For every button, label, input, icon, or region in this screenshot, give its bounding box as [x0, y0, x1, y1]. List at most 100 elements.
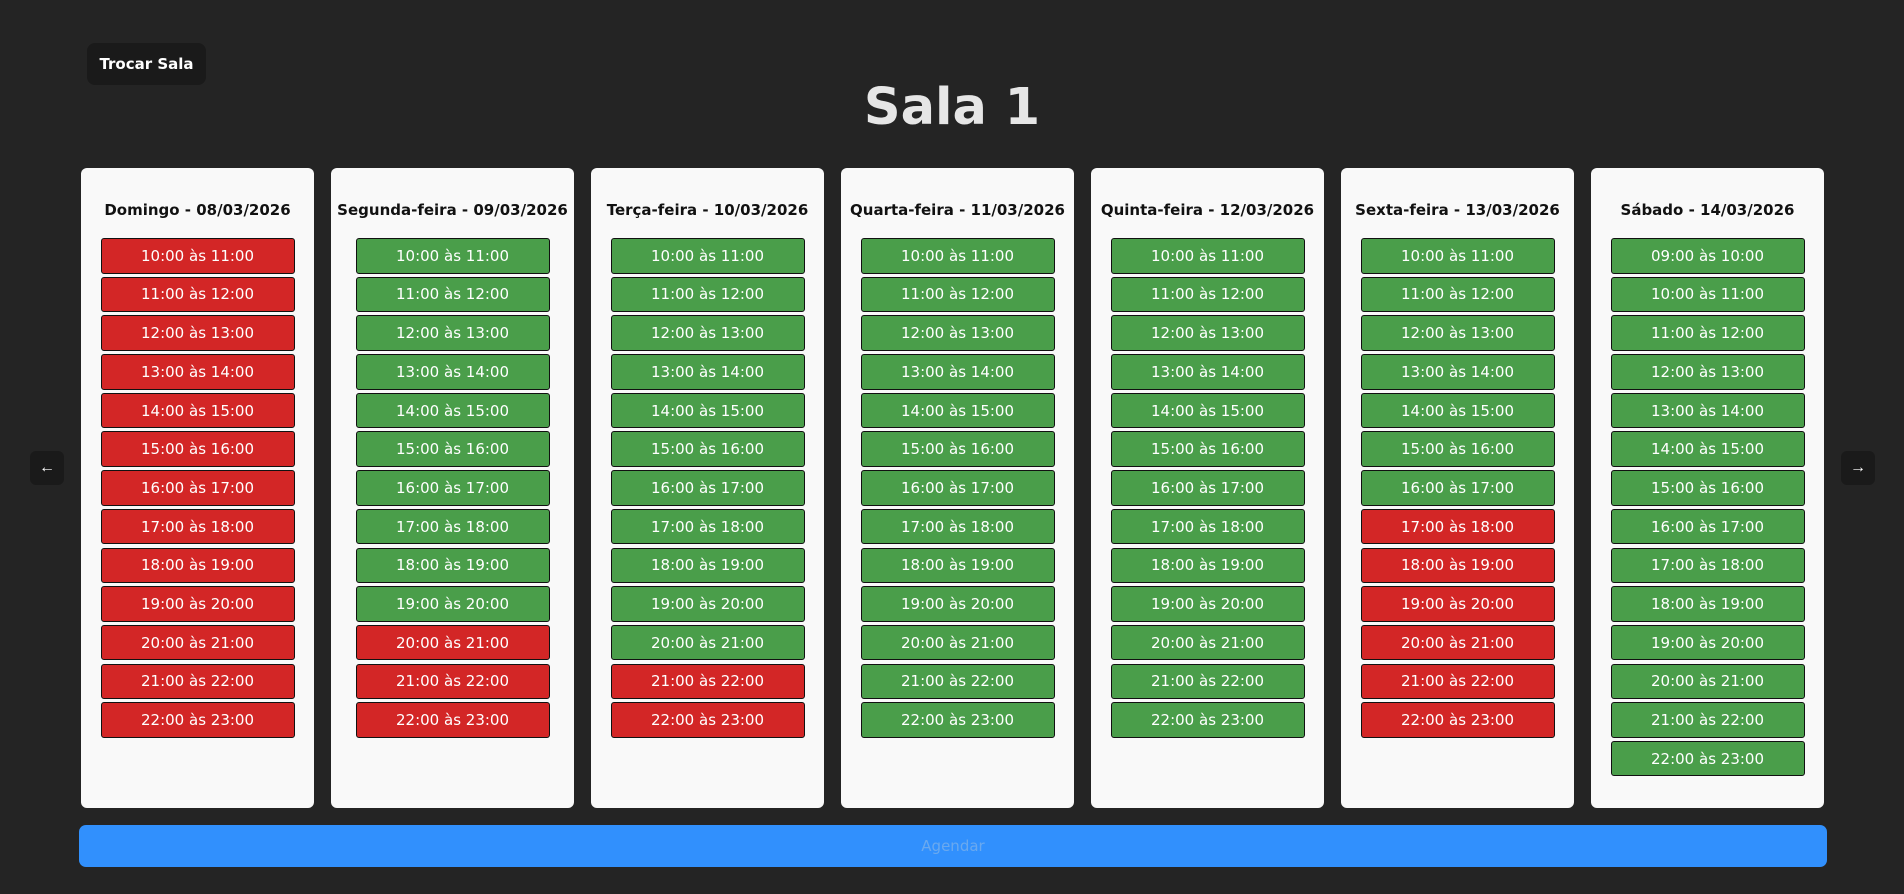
time-slot-free[interactable]: 19:00 às 20:00 [860, 586, 1055, 622]
time-slot-free[interactable]: 21:00 às 22:00 [860, 663, 1055, 700]
time-slot-free[interactable]: 18:00 às 19:00 [1110, 547, 1305, 583]
time-slot-free[interactable]: 17:00 às 18:00 [860, 508, 1055, 545]
time-slot-free[interactable]: 16:00 às 17:00 [355, 470, 550, 506]
time-slot-free[interactable]: 12:00 às 13:00 [610, 315, 805, 351]
time-slot-free[interactable]: 19:00 às 20:00 [1610, 624, 1805, 661]
time-slot-free[interactable]: 17:00 às 18:00 [1110, 508, 1305, 545]
time-slot-free[interactable]: 13:00 às 14:00 [860, 354, 1055, 390]
next-week-button[interactable]: → [1841, 451, 1875, 485]
slot-list: 10:00 às 11:00 11:00 às 12:00 12:00 às 13:… [1091, 238, 1324, 738]
time-slot-free[interactable]: 22:00 às 23:00 [1110, 702, 1305, 738]
time-slot-free[interactable]: 18:00 às 19:00 [1610, 586, 1805, 622]
time-slot-free[interactable]: 19:00 às 20:00 [1110, 586, 1305, 622]
time-slot-busy[interactable]: 12:00 às 13:00 [100, 315, 295, 351]
time-slot-free[interactable]: 21:00 às 22:00 [1610, 702, 1805, 738]
time-slot-free[interactable]: 13:00 às 14:00 [610, 354, 805, 390]
time-slot-free[interactable]: 13:00 às 14:00 [355, 354, 550, 390]
time-slot-busy[interactable]: 20:00 às 21:00 [355, 624, 550, 661]
time-slot-free[interactable]: 21:00 às 22:00 [1110, 663, 1305, 700]
time-slot-free[interactable]: 20:00 às 21:00 [610, 624, 805, 661]
time-slot-busy[interactable]: 17:00 às 18:00 [1360, 508, 1555, 545]
time-slot-busy[interactable]: 18:00 às 19:00 [100, 547, 295, 583]
time-slot-free[interactable]: 12:00 às 13:00 [355, 315, 550, 351]
switch-room-button[interactable]: Trocar Sala [87, 43, 206, 85]
time-slot-free[interactable]: 14:00 às 15:00 [860, 392, 1055, 429]
time-slot-busy[interactable]: 10:00 às 11:00 [100, 238, 295, 274]
time-slot-busy[interactable]: 22:00 às 23:00 [610, 702, 805, 738]
day-card-wednesday: Quarta-feira - 11/03/2026 10:00 às 11:00… [841, 168, 1074, 808]
time-slot-free[interactable]: 22:00 às 23:00 [1610, 740, 1805, 777]
time-slot-busy[interactable]: 22:00 às 23:00 [355, 702, 550, 738]
time-slot-busy[interactable]: 18:00 às 19:00 [1360, 547, 1555, 583]
time-slot-free[interactable]: 16:00 às 17:00 [610, 470, 805, 506]
time-slot-free[interactable]: 20:00 às 21:00 [1110, 624, 1305, 661]
time-slot-free[interactable]: 15:00 às 16:00 [355, 431, 550, 467]
time-slot-free[interactable]: 15:00 às 16:00 [1360, 431, 1555, 467]
time-slot-free[interactable]: 14:00 às 15:00 [355, 392, 550, 429]
time-slot-free[interactable]: 12:00 às 13:00 [860, 315, 1055, 351]
time-slot-busy[interactable]: 21:00 às 22:00 [1360, 663, 1555, 700]
time-slot-free[interactable]: 11:00 às 12:00 [1360, 276, 1555, 313]
time-slot-busy[interactable]: 20:00 às 21:00 [1360, 624, 1555, 661]
time-slot-free[interactable]: 10:00 às 11:00 [355, 238, 550, 274]
time-slot-free[interactable]: 10:00 às 11:00 [1110, 238, 1305, 274]
time-slot-busy[interactable]: 13:00 às 14:00 [100, 354, 295, 390]
previous-week-button[interactable]: ← [30, 451, 64, 485]
time-slot-free[interactable]: 14:00 às 15:00 [1110, 392, 1305, 429]
time-slot-free[interactable]: 12:00 às 13:00 [1110, 315, 1305, 351]
time-slot-free[interactable]: 17:00 às 18:00 [355, 508, 550, 545]
time-slot-free[interactable]: 22:00 às 23:00 [860, 702, 1055, 738]
time-slot-free[interactable]: 14:00 às 15:00 [1360, 392, 1555, 429]
time-slot-free[interactable]: 16:00 às 17:00 [1110, 470, 1305, 506]
time-slot-free[interactable]: 12:00 às 13:00 [1360, 315, 1555, 351]
time-slot-free[interactable]: 18:00 às 19:00 [860, 547, 1055, 583]
time-slot-busy[interactable]: 22:00 às 23:00 [100, 702, 295, 738]
time-slot-free[interactable]: 15:00 às 16:00 [860, 431, 1055, 467]
time-slot-free[interactable]: 10:00 às 11:00 [860, 238, 1055, 274]
day-title: Domingo - 08/03/2026 [104, 201, 291, 219]
time-slot-free[interactable]: 10:00 às 11:00 [610, 238, 805, 274]
time-slot-free[interactable]: 11:00 às 12:00 [355, 276, 550, 313]
time-slot-free[interactable]: 09:00 às 10:00 [1610, 238, 1805, 274]
time-slot-free[interactable]: 10:00 às 11:00 [1360, 238, 1555, 274]
time-slot-free[interactable]: 16:00 às 17:00 [1610, 508, 1805, 545]
time-slot-busy[interactable]: 21:00 às 22:00 [100, 663, 295, 700]
time-slot-free[interactable]: 15:00 às 16:00 [1110, 431, 1305, 467]
time-slot-free[interactable]: 16:00 às 17:00 [1360, 470, 1555, 506]
time-slot-free[interactable]: 15:00 às 16:00 [610, 431, 805, 467]
time-slot-free[interactable]: 13:00 às 14:00 [1110, 354, 1305, 390]
schedule-button[interactable]: Agendar [79, 825, 1827, 867]
time-slot-free[interactable]: 11:00 às 12:00 [1110, 276, 1305, 313]
time-slot-free[interactable]: 19:00 às 20:00 [610, 586, 805, 622]
time-slot-free[interactable]: 19:00 às 20:00 [355, 586, 550, 622]
time-slot-busy[interactable]: 15:00 às 16:00 [100, 431, 295, 467]
time-slot-busy[interactable]: 11:00 às 12:00 [100, 276, 295, 313]
time-slot-busy[interactable]: 19:00 às 20:00 [100, 586, 295, 622]
time-slot-busy[interactable]: 14:00 às 15:00 [100, 392, 295, 429]
time-slot-free[interactable]: 20:00 às 21:00 [860, 624, 1055, 661]
time-slot-busy[interactable]: 19:00 às 20:00 [1360, 586, 1555, 622]
time-slot-free[interactable]: 17:00 às 18:00 [610, 508, 805, 545]
time-slot-busy[interactable]: 21:00 às 22:00 [355, 663, 550, 700]
time-slot-free[interactable]: 18:00 às 19:00 [610, 547, 805, 583]
time-slot-busy[interactable]: 17:00 às 18:00 [100, 508, 295, 545]
time-slot-free[interactable]: 10:00 às 11:00 [1610, 276, 1805, 313]
time-slot-free[interactable]: 15:00 às 16:00 [1610, 470, 1805, 506]
time-slot-busy[interactable]: 16:00 às 17:00 [100, 470, 295, 506]
time-slot-free[interactable]: 16:00 às 17:00 [860, 470, 1055, 506]
time-slot-busy[interactable]: 21:00 às 22:00 [610, 663, 805, 700]
time-slot-free[interactable]: 14:00 às 15:00 [1610, 431, 1805, 467]
time-slot-free[interactable]: 11:00 às 12:00 [610, 276, 805, 313]
time-slot-free[interactable]: 18:00 às 19:00 [355, 547, 550, 583]
time-slot-free[interactable]: 20:00 às 21:00 [1610, 663, 1805, 700]
slot-list: 10:00 às 11:00 11:00 às 12:00 12:00 às 13:… [591, 238, 824, 738]
time-slot-free[interactable]: 11:00 às 12:00 [860, 276, 1055, 313]
time-slot-free[interactable]: 11:00 às 12:00 [1610, 315, 1805, 351]
time-slot-busy[interactable]: 20:00 às 21:00 [100, 624, 295, 661]
time-slot-free[interactable]: 13:00 às 14:00 [1610, 392, 1805, 429]
time-slot-free[interactable]: 14:00 às 15:00 [610, 392, 805, 429]
time-slot-free[interactable]: 17:00 às 18:00 [1610, 547, 1805, 583]
time-slot-busy[interactable]: 22:00 às 23:00 [1360, 702, 1555, 738]
time-slot-free[interactable]: 12:00 às 13:00 [1610, 354, 1805, 390]
time-slot-free[interactable]: 13:00 às 14:00 [1360, 354, 1555, 390]
